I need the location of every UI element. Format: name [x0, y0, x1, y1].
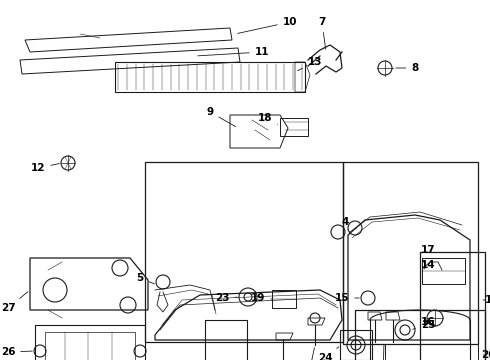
Text: 13: 13 — [297, 57, 322, 71]
Text: 11: 11 — [198, 47, 269, 57]
Text: 12: 12 — [31, 163, 59, 173]
Bar — [145, 162, 343, 342]
Bar — [385, 344, 478, 360]
Text: 1: 1 — [483, 295, 490, 305]
Bar — [115, 62, 305, 92]
Bar — [272, 290, 296, 308]
Text: 6: 6 — [379, 345, 387, 360]
Text: 3: 3 — [304, 348, 315, 360]
Text: 27: 27 — [0, 292, 28, 313]
Text: 17: 17 — [421, 245, 435, 262]
Text: 18: 18 — [258, 113, 277, 125]
Bar — [280, 118, 308, 136]
Bar — [422, 258, 465, 284]
Text: 25: 25 — [413, 320, 435, 330]
Bar — [420, 252, 485, 360]
Text: 24: 24 — [318, 347, 339, 360]
Bar — [205, 320, 247, 360]
Bar — [355, 310, 485, 360]
Text: 15: 15 — [335, 293, 359, 303]
Text: 10: 10 — [238, 17, 297, 33]
Text: 5: 5 — [136, 273, 154, 284]
Bar — [340, 330, 372, 360]
Text: 14: 14 — [421, 260, 435, 270]
Text: 7: 7 — [318, 17, 326, 49]
Text: 9: 9 — [206, 107, 236, 127]
Text: 8: 8 — [396, 63, 418, 73]
Bar — [45, 332, 135, 360]
Text: 16: 16 — [421, 317, 435, 327]
Text: 20: 20 — [481, 350, 490, 360]
Text: 4: 4 — [342, 217, 349, 230]
Text: 26: 26 — [1, 347, 32, 357]
Text: 19: 19 — [251, 293, 272, 303]
Bar — [343, 162, 478, 344]
Bar — [35, 325, 145, 360]
Text: 23: 23 — [215, 293, 237, 303]
